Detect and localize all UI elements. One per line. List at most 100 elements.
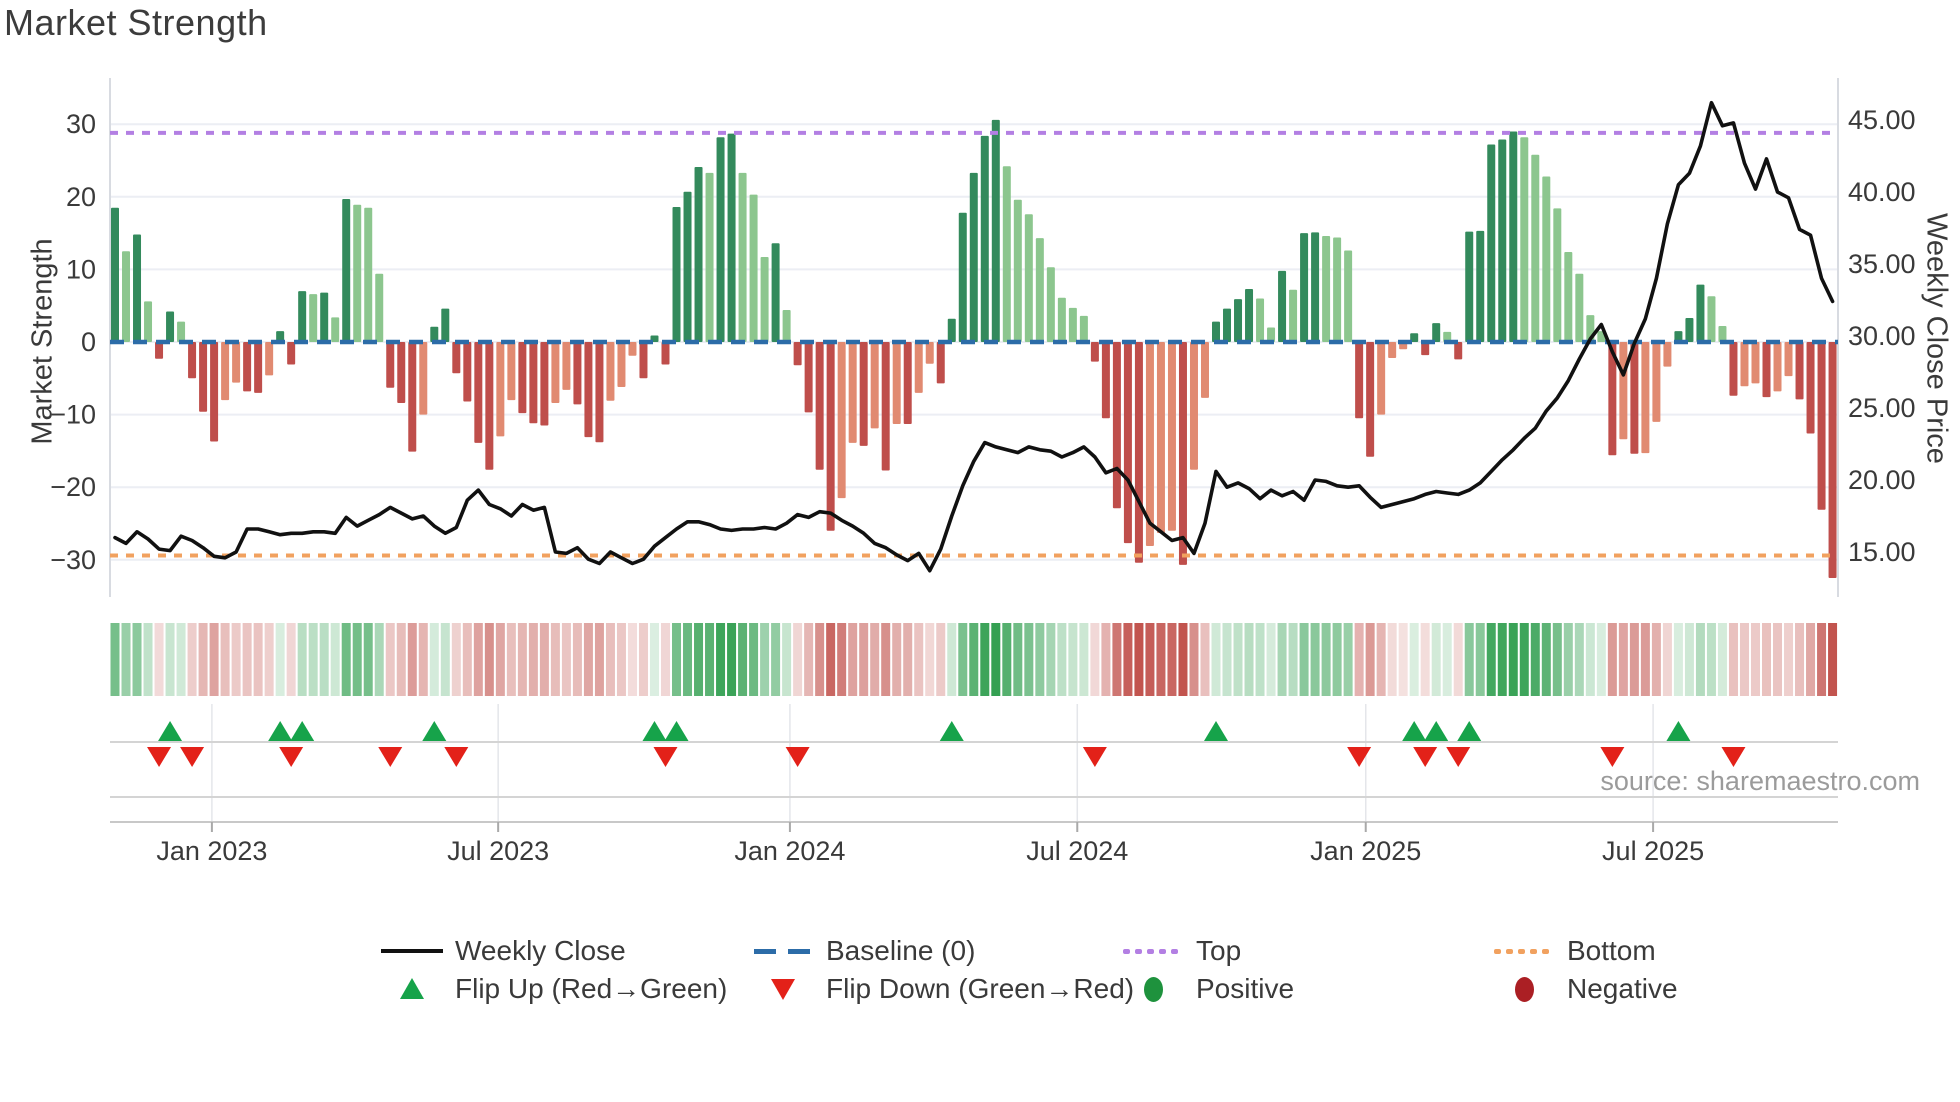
weekly-close-line	[113, 100, 1835, 573]
flip-down-marker	[1600, 747, 1625, 767]
strength-bar	[463, 342, 472, 402]
heatmap-cell	[132, 623, 142, 696]
heatmap-cell	[771, 623, 781, 696]
right-tick-label: 45.00	[1848, 105, 1916, 135]
strength-bar	[1762, 342, 1771, 398]
heatmap-cell	[1784, 623, 1794, 696]
strength-bar	[353, 204, 362, 342]
dotted-line-swatch-icon	[1493, 936, 1555, 966]
strength-bar	[1101, 342, 1110, 419]
heatmap-cell	[1773, 623, 1783, 696]
heatmap-cell	[176, 623, 186, 696]
heatmap-cell	[1266, 623, 1276, 696]
heatmap-cell	[187, 623, 197, 696]
strength-bar	[232, 342, 241, 383]
heatmap-cell	[1057, 623, 1067, 696]
strength-bar	[1729, 342, 1738, 396]
strength-bar	[1344, 250, 1353, 342]
heatmap-cell	[1332, 623, 1342, 696]
strength-bar	[727, 133, 736, 342]
heatmap-cell	[286, 623, 296, 696]
flip-down-marker	[180, 747, 205, 767]
strength-bar	[716, 137, 725, 342]
dotted-line-swatch-icon	[1122, 936, 1184, 966]
strength-bar	[298, 291, 307, 342]
heatmap-cell	[1431, 623, 1441, 696]
strength-bar	[276, 331, 285, 342]
strength-bar	[782, 310, 791, 342]
heatmap-cell	[683, 623, 693, 696]
heatmap-cell	[363, 623, 373, 696]
heatmap-cell	[1662, 623, 1672, 696]
heatmap-cell	[528, 623, 538, 696]
strength-bar	[1487, 144, 1496, 342]
heatmap-cell	[1585, 623, 1595, 696]
strength-bar	[859, 342, 868, 446]
strength-bar	[1366, 342, 1375, 457]
strength-bar	[606, 342, 615, 401]
strength-bar	[441, 308, 450, 342]
heatmap-cell	[143, 623, 153, 696]
flip-up-marker	[1424, 721, 1449, 741]
dash-swatch-icon	[752, 936, 814, 966]
heatmap-cell	[1541, 623, 1551, 696]
strength-bar	[1641, 342, 1650, 454]
strength-bar	[1564, 251, 1573, 342]
strength-bar	[595, 342, 604, 443]
strength-bar	[430, 326, 439, 342]
flip-up-marker	[1666, 721, 1691, 741]
strength-bar	[892, 342, 901, 425]
strength-bar	[1278, 270, 1287, 342]
strength-bar	[1046, 267, 1055, 342]
strength-bar	[397, 342, 406, 403]
heatmap-cell	[429, 623, 439, 696]
strength-bar	[221, 342, 230, 401]
strength-bar	[507, 342, 516, 401]
heatmap-cell	[749, 623, 759, 696]
heatmap-cell	[1112, 623, 1122, 696]
strength-bar	[1035, 238, 1044, 342]
heatmap-cell	[605, 623, 615, 696]
heatmap-cell	[1574, 623, 1584, 696]
legend-item-top: Top	[1122, 934, 1241, 968]
strength-bar	[617, 342, 626, 388]
strength-bar	[1013, 199, 1022, 342]
strength-bar	[419, 342, 428, 415]
heatmap-cell	[727, 623, 737, 696]
heatmap-cell	[1211, 623, 1221, 696]
heatmap-cell	[1530, 623, 1540, 696]
heatmap-cell	[705, 623, 715, 696]
left-tick-label: −20	[50, 472, 96, 502]
right-tick-label: 35.00	[1848, 249, 1916, 279]
strength-bar	[749, 194, 758, 342]
heatmap-cell	[1806, 623, 1816, 696]
heatmap-cell	[1343, 623, 1353, 696]
strength-bar	[1575, 273, 1584, 342]
heatmap-cell	[1497, 623, 1507, 696]
heatmap-cell	[782, 623, 792, 696]
strength-bar	[1553, 208, 1562, 342]
strength-bar	[661, 342, 670, 365]
strength-bar	[969, 172, 978, 342]
right-tick-label: 25.00	[1848, 393, 1916, 423]
strength-bar	[980, 135, 989, 342]
heatmap-cell	[506, 623, 516, 696]
heatmap-cell	[672, 623, 682, 696]
heatmap-cell	[815, 623, 825, 696]
strength-bar	[1002, 166, 1011, 342]
strength-bar	[881, 342, 890, 471]
strength-bar	[331, 317, 340, 342]
heatmap-cell	[991, 623, 1001, 696]
heatmap-cell	[308, 623, 318, 696]
left-tick-label: 10	[66, 254, 96, 284]
heatmap-cell	[616, 623, 626, 696]
heatmap-cell	[1762, 623, 1771, 696]
strength-bar	[551, 342, 560, 403]
strength-bar	[1322, 236, 1331, 342]
flip-down-marker	[785, 747, 810, 767]
heatmap-cell	[374, 623, 384, 696]
strength-bar	[1718, 326, 1727, 342]
heatmap-cell	[1156, 623, 1166, 696]
heatmap-cell	[1817, 623, 1827, 696]
